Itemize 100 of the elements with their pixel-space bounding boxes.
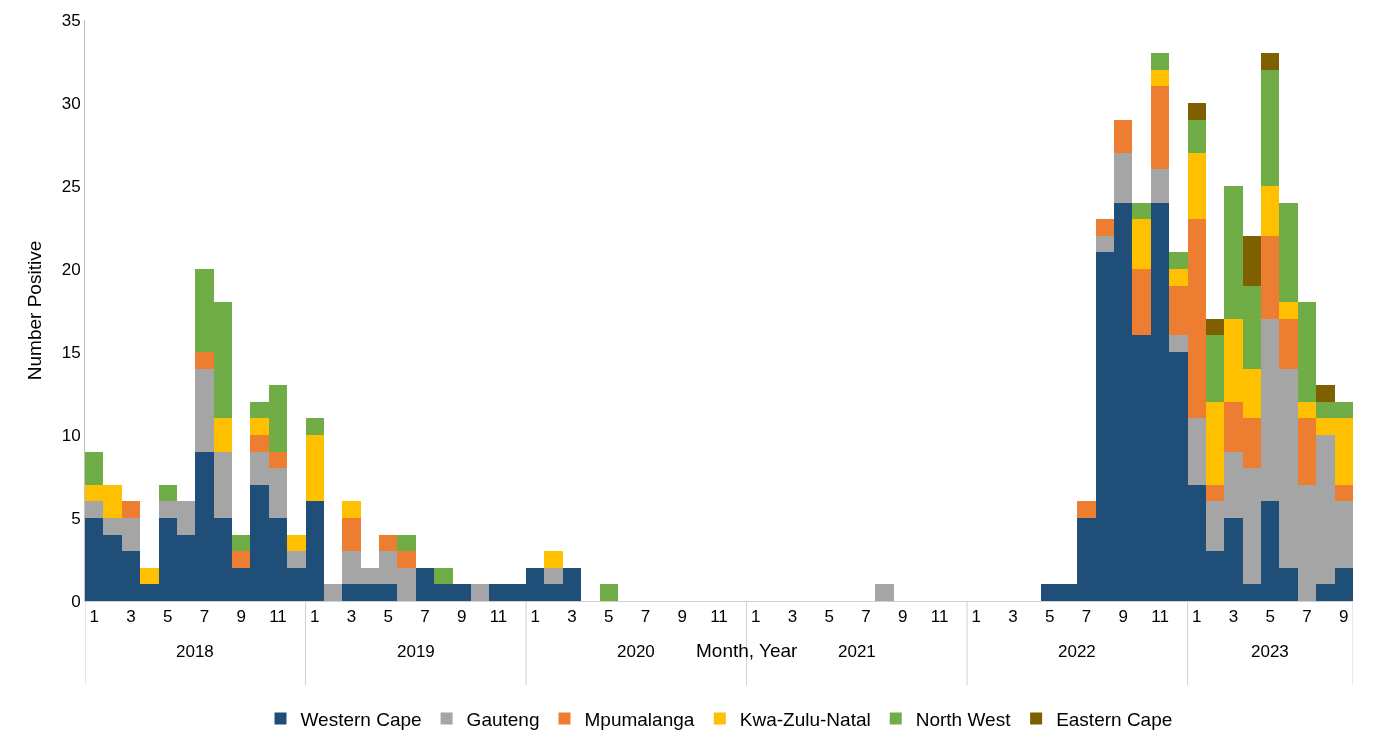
x-tick-label: 5 [162,607,173,627]
bar [1298,302,1316,402]
bar [195,369,214,452]
bar [214,418,232,452]
x-tick-label: 11 [489,607,508,627]
legend-label: Kwa-Zulu-Natal [739,709,871,731]
x-tick-label: 5 [824,607,834,627]
bar [471,584,489,601]
bar [140,568,159,584]
bar [379,535,397,551]
x-tick-label: 1 [309,607,320,627]
x-tick-label: 9 [898,607,908,627]
x-tick-label: 5 [1045,607,1055,627]
bar [1188,103,1206,120]
bar [85,501,103,518]
y-tick-label: 0 [71,591,81,611]
bar [544,568,563,584]
x-tick-label: 11 [710,607,728,627]
x-tick-label: 7 [1302,607,1312,627]
bar [1261,236,1279,319]
x-tick-label: 3 [1008,607,1018,627]
bar [1077,501,1096,518]
bar [1114,120,1132,153]
x-tick-label: 5 [604,607,614,627]
x-tick-label: 1 [89,607,99,627]
bar [1151,169,1169,203]
x-tick-label: 1 [971,607,982,627]
bar [1316,385,1335,402]
bar [434,568,453,584]
bar [397,551,416,568]
bar [232,551,250,568]
bar [1206,402,1224,485]
legend-label: Eastern Cape [1056,709,1173,731]
bar [1188,153,1206,219]
bar [269,452,287,468]
bar [1188,120,1206,153]
bar [1132,219,1151,269]
text: 2018 [176,642,214,661]
bar [342,518,361,551]
x-tick-label: 9 [1118,607,1129,627]
y-tick-label: 25 [61,176,81,196]
text: 2023 [1251,642,1289,661]
bar [195,352,214,369]
bar [1335,485,1353,501]
bar [1279,203,1298,302]
y-tick-label: 30 [61,93,81,113]
bar [1151,70,1169,86]
bar [1298,418,1316,485]
x-tick-label: 11 [1151,607,1169,627]
bar [1169,335,1188,352]
x-tick-label: 11 [269,607,287,627]
bar [250,418,269,435]
bar [85,452,103,485]
bar [1243,236,1261,286]
text: 2020 [617,642,655,661]
x-tick-label: 3 [346,607,357,627]
x-tick-label: 3 [787,607,798,627]
x-tick-label: 3 [126,607,136,627]
bar [1261,53,1279,70]
legend-label: Gauteng [466,709,540,731]
bar [1206,319,1224,335]
text: 2019 [397,642,435,661]
bar [544,551,563,568]
bar [1279,302,1298,319]
x-tick-label: 3 [1228,607,1239,627]
x-tick-label: 5 [1265,607,1276,627]
bar [1206,485,1224,501]
bar [1188,418,1206,485]
bar [1279,319,1298,369]
legend-label: Western Cape [300,709,422,731]
bar [324,584,342,601]
bar [1169,269,1188,286]
x-tick-label: 3 [567,607,577,627]
x-axis-title: Month, Year [696,640,799,661]
bar [232,535,250,551]
bar [1132,203,1151,219]
bar [1096,236,1114,252]
y-tick-label: 15 [61,342,81,362]
bar [1298,402,1316,418]
bar [600,584,618,601]
bar [306,418,324,435]
bar [1169,252,1188,269]
bar [1261,70,1279,186]
bar [122,501,140,518]
x-tick-label: 9 [1339,607,1349,627]
bar [875,584,894,601]
y-tick-label: 35 [61,10,81,30]
x-tick-label: 1 [1192,607,1202,627]
x-tick-label: 9 [677,607,687,627]
x-tick-label: 7 [420,607,430,627]
bar [287,551,306,568]
bar [1096,219,1114,236]
x-tick-label: 1 [530,607,540,627]
bar [287,535,306,551]
bar [1114,153,1132,203]
bar [1151,86,1169,169]
x-tick-label: 11 [930,607,949,627]
x-tick-label: 5 [383,607,393,627]
text: 2021 [838,642,876,661]
legend-label: Mpumalanga [584,709,695,731]
